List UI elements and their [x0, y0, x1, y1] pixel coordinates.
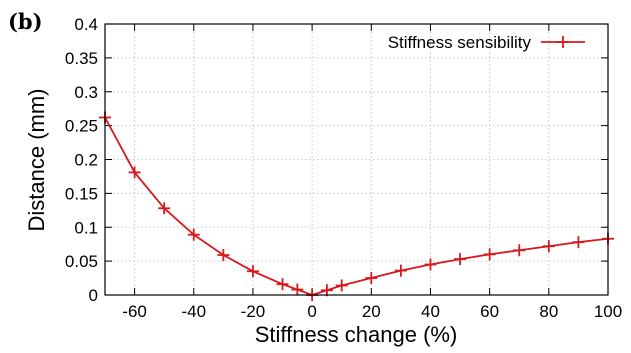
x-tick-label: -60 [122, 302, 147, 321]
y-tick-label: 0.05 [65, 252, 98, 271]
data-point [335, 279, 348, 292]
data-point [291, 283, 304, 296]
data-point [320, 284, 333, 297]
series-group [99, 111, 614, 301]
data-point [394, 264, 407, 277]
data-point [454, 253, 467, 266]
y-tick-label: 0 [89, 286, 98, 305]
y-tick-label: 0.1 [74, 218, 98, 237]
series-line [104, 117, 609, 296]
data-point [513, 244, 526, 257]
y-tick-label: 0.25 [65, 117, 98, 136]
x-tick-label: 40 [421, 302, 440, 321]
x-tick-label: 0 [307, 302, 316, 321]
data-point [246, 265, 259, 278]
data-point [217, 249, 230, 262]
data-point [483, 248, 496, 261]
legend: Stiffness sensibility [388, 33, 585, 52]
x-tick-label: 60 [480, 302, 499, 321]
y-ticks: 0 0.05 0.1 0.15 0.2 0.25 0.3 0.35 0.4 [65, 15, 608, 305]
data-point [158, 202, 171, 215]
x-tick-label: -40 [181, 302, 206, 321]
y-tick-label: 0.35 [65, 49, 98, 68]
y-tick-label: 0.15 [65, 184, 98, 203]
data-point [572, 236, 585, 249]
x-tick-label: -20 [241, 302, 266, 321]
data-point [187, 228, 200, 241]
y-axis-title: Distance (mm) [24, 88, 49, 231]
data-point [424, 258, 437, 271]
grid [105, 24, 608, 295]
x-ticks: -60 -40 -20 0 20 40 60 80 100 [122, 24, 622, 321]
data-point [542, 240, 555, 253]
y-tick-label: 0.3 [74, 83, 98, 102]
plot-frame [104, 23, 609, 296]
x-tick-label: 80 [539, 302, 558, 321]
x-tick-label: 20 [362, 302, 381, 321]
y-tick-label: 0.2 [74, 151, 98, 170]
x-axis-title: Stiffness change (%) [255, 322, 458, 347]
y-tick-label: 0.4 [74, 15, 98, 34]
data-point [365, 272, 378, 285]
panel-label: (b) [8, 9, 43, 34]
legend-label: Stiffness sensibility [388, 33, 532, 52]
data-point [276, 278, 289, 291]
x-tick-label: 100 [594, 302, 622, 321]
data-point [128, 166, 141, 179]
